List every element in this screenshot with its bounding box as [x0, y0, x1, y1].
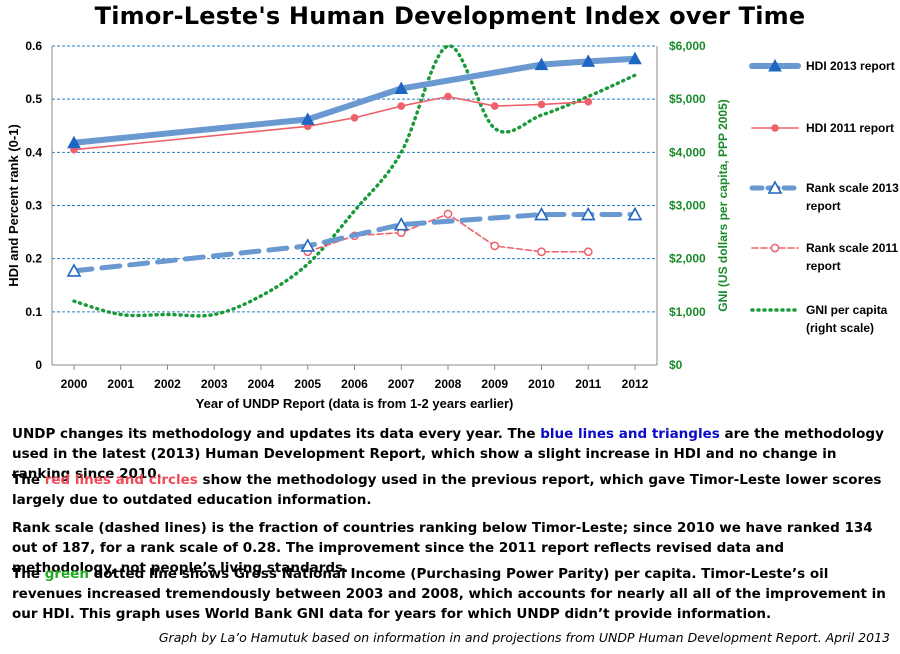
- data-point: [490, 241, 500, 251]
- credit-line: Graph by La’o Hamutuk based on informati…: [158, 630, 890, 645]
- series-layer: [66, 44, 643, 318]
- data-point: [537, 100, 546, 109]
- y-tick-label: 0.1: [25, 305, 42, 319]
- y2-tick-label: $0: [669, 358, 683, 372]
- chart-title: Timor-Leste's Human Development Index ov…: [94, 2, 806, 30]
- y-tick-label: 0.4: [25, 145, 42, 159]
- x-tick-label: 2010: [528, 377, 555, 391]
- x-tick-label: 2011: [575, 377, 601, 391]
- x-tick-label: 2012: [622, 377, 649, 391]
- data-point: [397, 102, 406, 110]
- x-tick-label: 2003: [201, 377, 228, 391]
- note-1-blue-highlight: blue lines and triangles: [540, 426, 720, 442]
- note-4-text-a: The: [12, 566, 45, 582]
- data-point: [534, 206, 549, 221]
- note-paragraph-4: The green dotted line shows Gross Nation…: [12, 564, 892, 624]
- axes: 0 0.1 0.2 0.3 0.4 0.5 0.6 $0 $1,000 $2,000 $3,000 $…: [6, 39, 730, 411]
- x-tick-label: 2006: [341, 377, 368, 391]
- x-tick-label: 2007: [388, 377, 415, 391]
- note-paragraph-1: UNDP changes its methodology and updates…: [12, 424, 892, 484]
- data-point: [581, 54, 596, 67]
- data-point: [67, 135, 81, 149]
- legend: HDI 2013 report HDI 2011 report Rank scale…: [749, 58, 899, 335]
- note-2-text-a: The: [12, 472, 45, 488]
- y2-tick-label: $4,000: [669, 145, 706, 159]
- data-point: [350, 113, 359, 122]
- note-paragraph-3: Rank scale (dashed lines) is the fractio…: [12, 520, 873, 576]
- legend-marker-2: [767, 180, 783, 194]
- data-point: [300, 238, 316, 252]
- legend-label-0: HDI 2013 report: [806, 59, 895, 73]
- data-point: [443, 209, 453, 219]
- note-paragraph-2: The red lines and circles show the metho…: [12, 470, 892, 510]
- data-point: [627, 206, 643, 221]
- x-tick-label: 2001: [107, 377, 134, 391]
- hdi-chart: 0 0.1 0.2 0.3 0.4 0.5 0.6 $0 $1,000 $2,000 $3,000 $…: [6, 39, 899, 411]
- legend-label-4: (right scale): [806, 321, 874, 335]
- y-tick-label: 0.2: [25, 252, 42, 266]
- y-tick-label: 0.6: [25, 39, 42, 53]
- x-axis-label: Year of UNDP Report (data is from 1-2 ye…: [196, 396, 514, 411]
- note-1-text-b: are the methodology used in the latest (…: [12, 426, 884, 482]
- y-tick-label: 0: [35, 358, 42, 372]
- y2-axis-label: GNI (US dollars per capita, PPP 2005): [716, 99, 730, 312]
- data-point: [628, 51, 642, 65]
- note-2-red-highlight: red lines and circles: [44, 472, 198, 488]
- x-tick-label: 2004: [248, 377, 275, 391]
- series-line-1: [73, 95, 590, 151]
- y2-tick-label: $3,000: [669, 199, 706, 213]
- y-tick-label: 0.5: [25, 92, 42, 106]
- legend-label-3: Rank scale 2011: [806, 241, 898, 255]
- data-point: [300, 112, 315, 125]
- y2-tick-label: $5,000: [669, 92, 706, 106]
- legend-label-3: report: [806, 259, 841, 273]
- data-point: [580, 206, 596, 221]
- x-tick-label: 2000: [61, 377, 88, 391]
- data-point: [583, 247, 593, 257]
- note-2-text-b: show the methodology used in the previou…: [12, 472, 882, 508]
- data-point: [444, 92, 452, 101]
- legend-label-2: Rank scale 2013: [806, 181, 899, 195]
- legend-marker-1: [771, 124, 779, 132]
- legend-label-2: report: [806, 199, 841, 213]
- data-point: [537, 247, 546, 257]
- series-line-2: [71, 212, 638, 274]
- legend-marker-3: [770, 243, 780, 253]
- y2-tick-label: $1,000: [669, 305, 706, 319]
- gridlines: [52, 45, 657, 313]
- y2-tick-label: $6,000: [669, 39, 706, 53]
- data-point: [584, 98, 593, 106]
- data-point: [66, 263, 82, 277]
- x-tick-label: 2002: [154, 377, 181, 391]
- legend-label-4: GNI per capita: [806, 303, 888, 317]
- series-line-0: [71, 55, 638, 146]
- x-tick-label: 2009: [481, 377, 508, 391]
- data-point: [393, 216, 409, 231]
- data-point: [490, 102, 499, 110]
- y-tick-label: 0.3: [25, 199, 42, 213]
- note-1-text-a: UNDP changes its methodology and updates…: [12, 426, 541, 442]
- x-tick-label: 2008: [435, 377, 462, 391]
- series-line-4: [72, 44, 637, 318]
- data-point: [534, 57, 549, 71]
- data-point: [394, 81, 409, 95]
- x-tick-label: 2005: [294, 377, 321, 391]
- note-4-green-highlight: green: [44, 566, 89, 582]
- y-axis-label: HDI and Percent rank (0-1): [6, 124, 21, 287]
- note-4-text-b: dotted line shows Gross National Income …: [12, 566, 886, 622]
- y2-tick-label: $2,000: [669, 252, 706, 266]
- legend-marker-0: [768, 58, 782, 72]
- legend-label-1: HDI 2011 report: [806, 121, 894, 135]
